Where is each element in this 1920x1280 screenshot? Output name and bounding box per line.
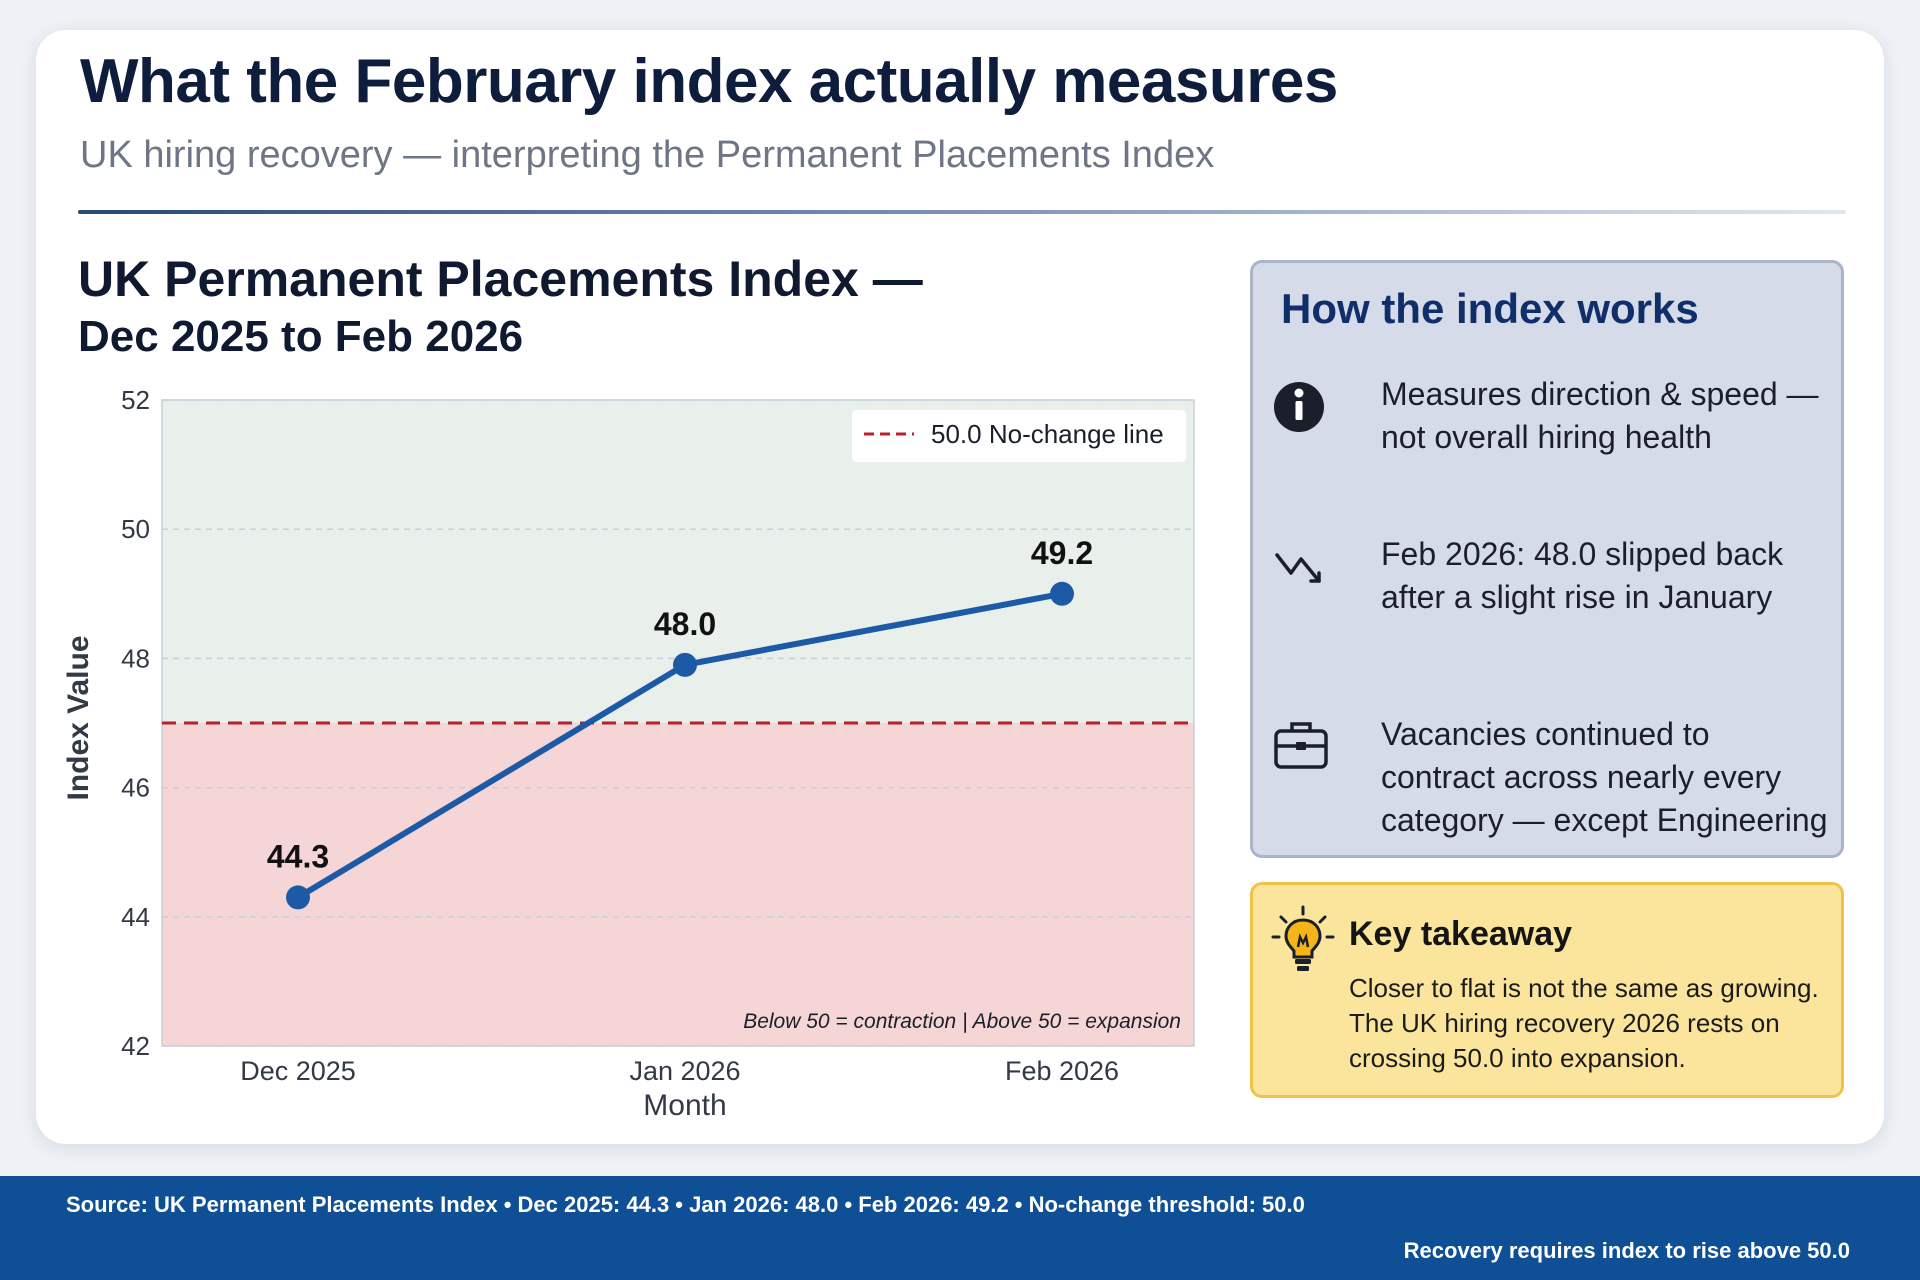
data-label: 48.0 xyxy=(654,606,716,642)
y-tick-label: 52 xyxy=(121,385,150,415)
footer-note: Recovery requires index to rise above 50… xyxy=(1403,1238,1850,1263)
legend-label: 50.0 No-change line xyxy=(931,419,1164,449)
chart-title: UK Permanent Placements Index — Dec 2025… xyxy=(78,250,923,366)
panel-title: How the index works xyxy=(1281,285,1699,332)
panel-item-text: Vacancies continued to contract across n… xyxy=(1381,716,1828,838)
chart-title-line2: Dec 2025 to Feb 2026 xyxy=(78,312,524,361)
data-point xyxy=(673,652,697,677)
y-tick-label: 42 xyxy=(121,1031,150,1061)
takeaway-text: Closer to flat is not the same as growin… xyxy=(1349,973,1819,1073)
legend-box xyxy=(852,410,1186,462)
zone-annotation: Below 50 = contraction | Above 50 = expa… xyxy=(743,1010,1181,1033)
info-icon xyxy=(1274,382,1324,432)
trend-down-icon xyxy=(1275,553,1321,583)
x-tick-label: Dec 2025 xyxy=(240,1056,356,1086)
y-axis-label: Index Value xyxy=(62,635,95,800)
y-tick-label: 44 xyxy=(121,902,150,932)
page-subtitle: UK hiring recovery — interpreting the Pe… xyxy=(80,134,1215,176)
footer-bar: Source: UK Permanent Placements Index • … xyxy=(0,1176,1920,1280)
takeaway-title: Key takeaway xyxy=(1349,915,1573,953)
lightbulb-icon xyxy=(1271,905,1335,971)
chart-title-line1: UK Permanent Placements Index — xyxy=(78,251,923,307)
briefcase-icon xyxy=(1274,722,1328,769)
data-label: 44.3 xyxy=(267,838,329,874)
key-takeaway-box: Key takeaway Closer to flat is not the s… xyxy=(1250,882,1844,1098)
panel-item-text: Feb 2026: 48.0 slipped back after a slig… xyxy=(1381,536,1784,615)
x-axis-label: Month xyxy=(643,1089,726,1122)
y-tick-label: 48 xyxy=(121,643,150,673)
how-it-works-panel: How the index works Measures direction &… xyxy=(1250,260,1844,858)
y-tick-label: 46 xyxy=(121,773,150,803)
page-title: What the February index actually measure… xyxy=(80,47,1338,116)
footer-source: Source: UK Permanent Placements Index • … xyxy=(66,1192,1305,1217)
panel-item-text: Measures direction & speed — not overall… xyxy=(1381,376,1819,455)
header-divider xyxy=(78,210,1846,214)
y-tick-label: 50 xyxy=(121,514,150,544)
x-tick-label: Jan 2026 xyxy=(629,1056,740,1086)
data-point xyxy=(1050,581,1074,606)
data-label: 49.2 xyxy=(1031,535,1093,571)
data-point xyxy=(286,885,310,910)
contraction-zone xyxy=(162,723,1194,1046)
x-tick-label: Feb 2026 xyxy=(1005,1056,1119,1086)
